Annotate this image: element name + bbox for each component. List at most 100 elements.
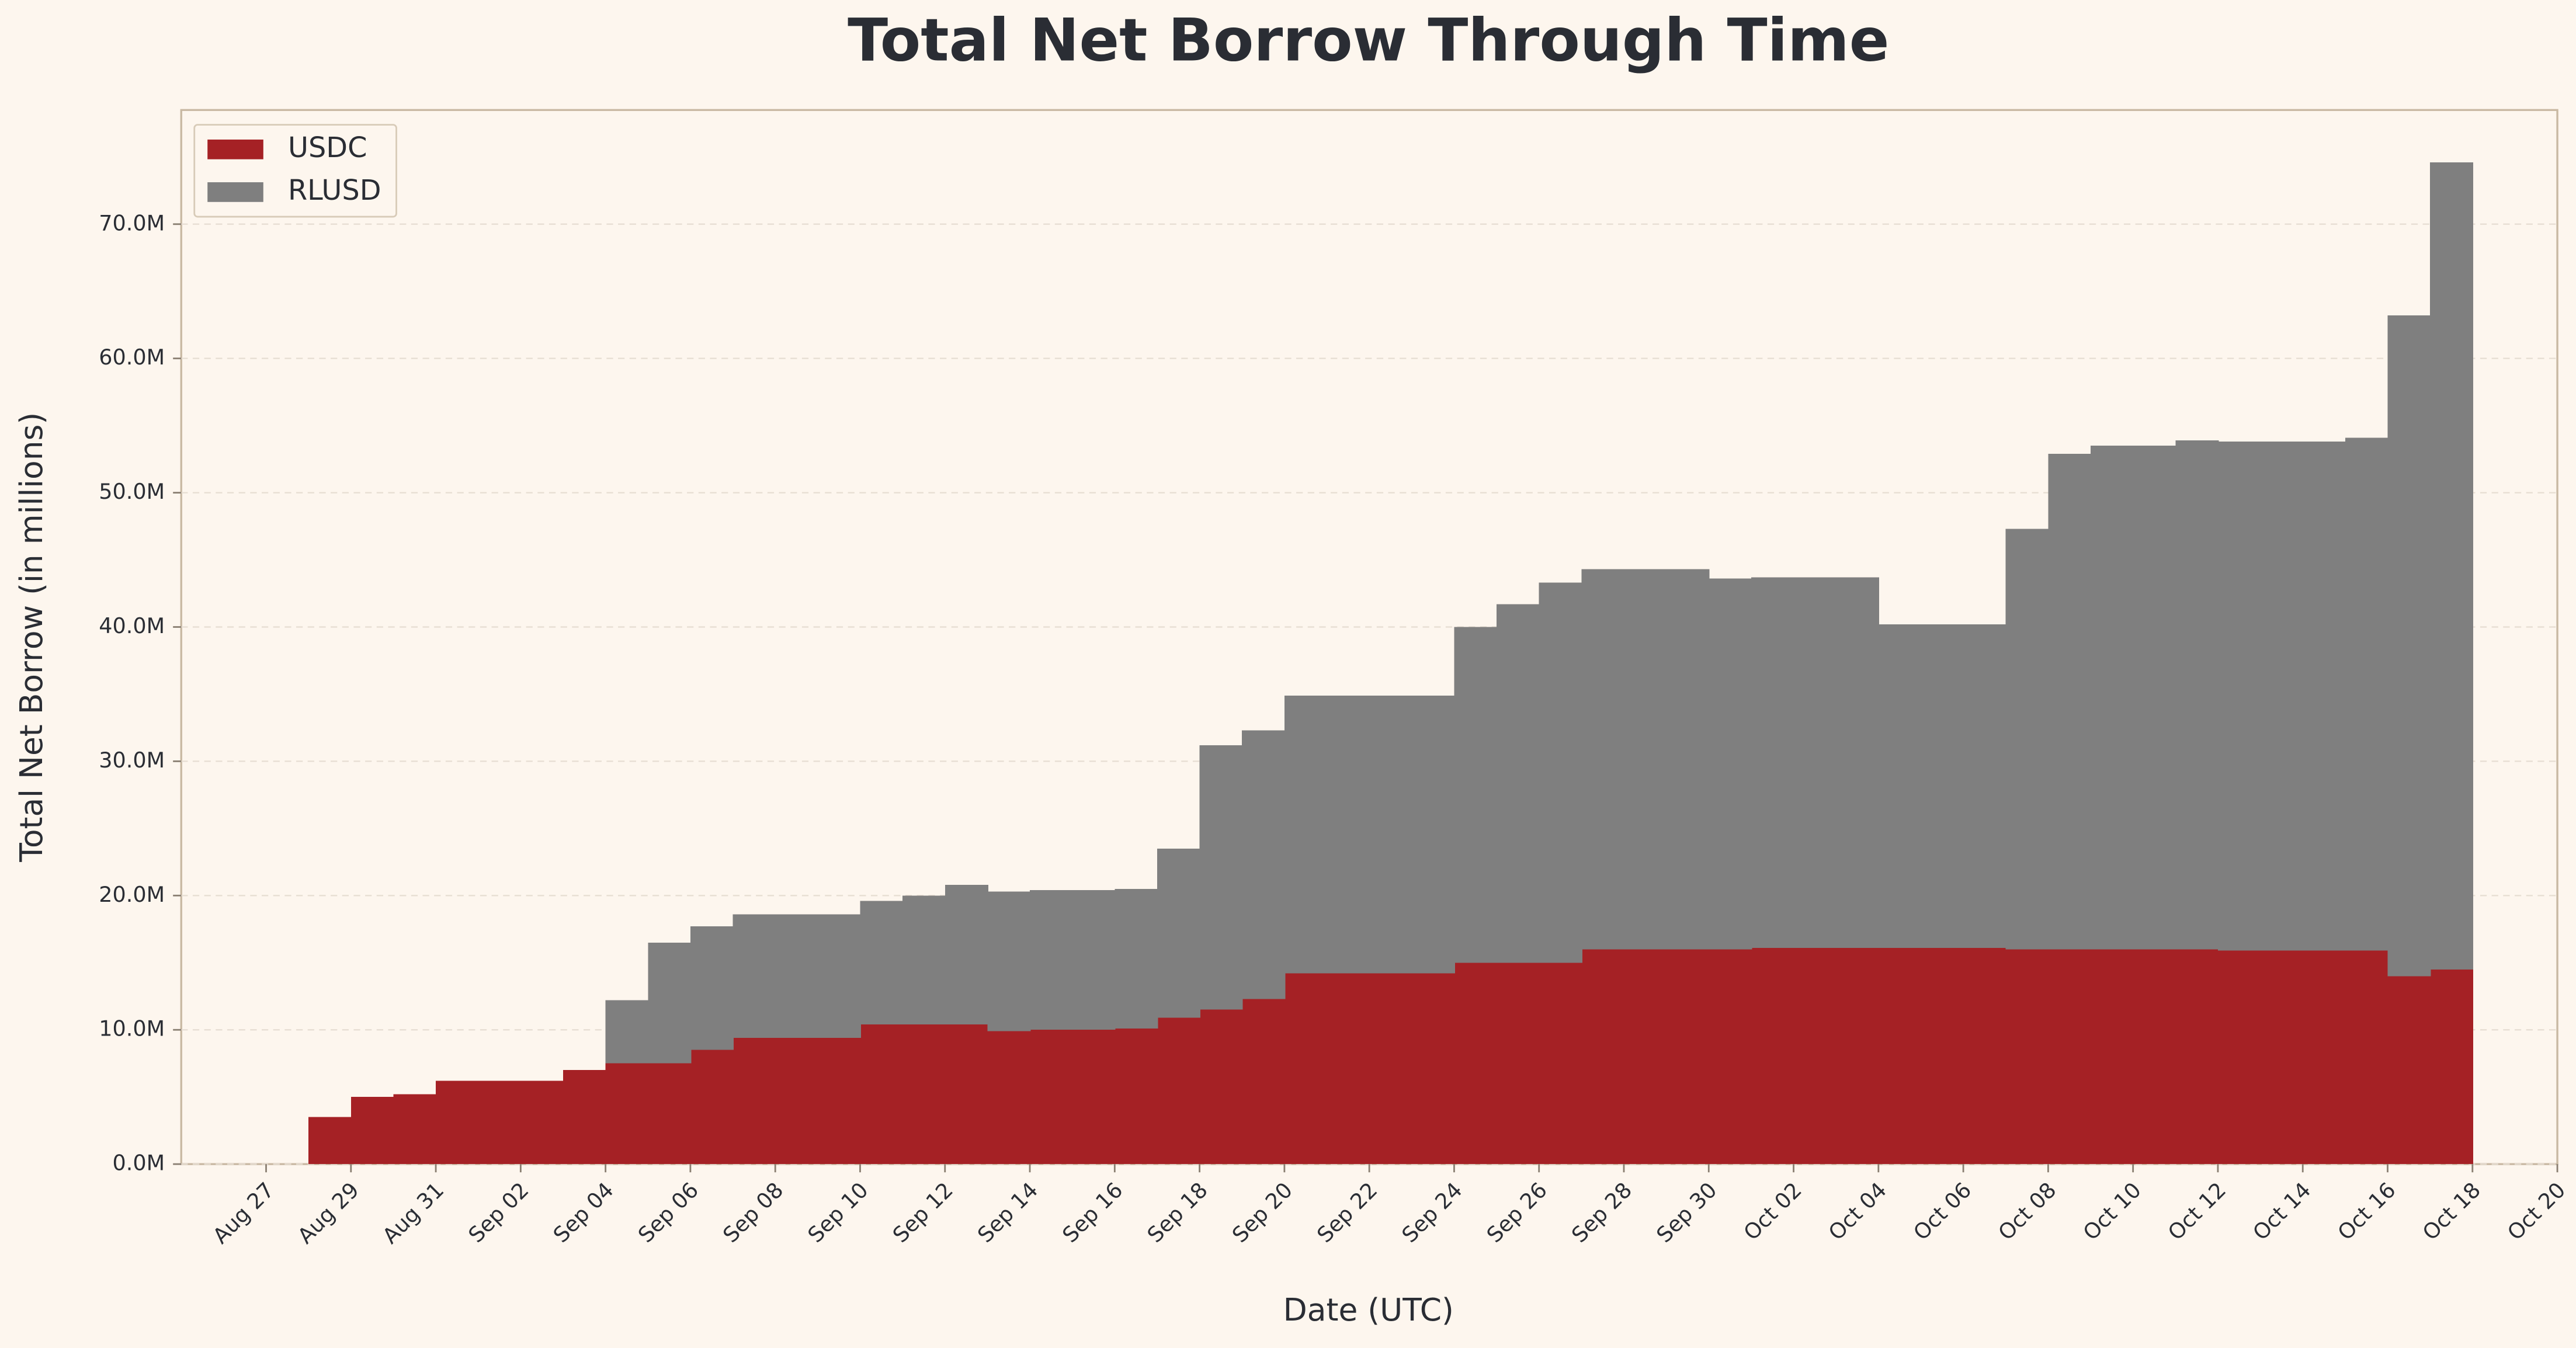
area-step bbox=[1921, 947, 1964, 1165]
area-step bbox=[1411, 973, 1455, 1165]
area-step bbox=[1666, 949, 1710, 1165]
area-step bbox=[1963, 624, 2007, 948]
area-step bbox=[2005, 949, 2049, 1165]
area-step bbox=[1878, 624, 1922, 948]
area-step bbox=[1030, 890, 1074, 1030]
area-step bbox=[2048, 949, 2092, 1165]
area-step bbox=[350, 1097, 394, 1165]
area-step bbox=[2091, 949, 2134, 1165]
area-step bbox=[1878, 947, 1922, 1165]
area-step bbox=[2387, 976, 2431, 1165]
area-step bbox=[1497, 604, 1540, 963]
area-step bbox=[2048, 453, 2092, 950]
area-step bbox=[1836, 577, 1880, 948]
area-step bbox=[1030, 1030, 1074, 1165]
area-step bbox=[1623, 569, 1668, 950]
y-tick-label: 0.0M bbox=[113, 1151, 165, 1176]
area-step bbox=[732, 914, 776, 1038]
legend-swatch bbox=[207, 139, 263, 159]
area-step bbox=[2005, 529, 2049, 950]
area-step bbox=[1199, 1009, 1243, 1165]
area-step bbox=[1623, 949, 1668, 1165]
area-step bbox=[1751, 577, 1794, 948]
area-step bbox=[1157, 1017, 1201, 1165]
area-step bbox=[1497, 963, 1540, 1165]
y-tick-label: 70.0M bbox=[99, 210, 165, 235]
area-step bbox=[690, 926, 734, 1050]
area-step bbox=[2175, 949, 2219, 1165]
area-step bbox=[2133, 446, 2176, 950]
area-step bbox=[2091, 446, 2134, 950]
area-step bbox=[902, 1024, 946, 1165]
area-step bbox=[1411, 695, 1455, 974]
area-step bbox=[2175, 440, 2219, 950]
area-step bbox=[1284, 695, 1328, 974]
area-step bbox=[1963, 947, 2007, 1165]
area-step bbox=[1327, 973, 1370, 1165]
legend-label: USDC bbox=[288, 132, 367, 164]
area-step bbox=[1072, 890, 1116, 1030]
y-axis-label: Total Net Borrow (in millions) bbox=[13, 412, 50, 863]
area-step bbox=[2303, 442, 2346, 951]
area-step bbox=[1242, 999, 1286, 1165]
y-tick-label: 10.0M bbox=[99, 1016, 165, 1041]
area-step bbox=[605, 1000, 649, 1064]
legend-label: RLUSD bbox=[288, 175, 381, 207]
area-step bbox=[605, 1063, 649, 1165]
area-step bbox=[1369, 695, 1413, 974]
area-step bbox=[436, 1081, 480, 1165]
area-step bbox=[1793, 577, 1837, 948]
area-step bbox=[1793, 947, 1837, 1165]
area-step bbox=[1242, 730, 1286, 999]
area-step bbox=[1666, 569, 1710, 950]
area-step bbox=[945, 884, 988, 1025]
area-step bbox=[478, 1081, 522, 1165]
area-step bbox=[1751, 947, 1794, 1165]
area-step bbox=[308, 1117, 352, 1165]
area-step bbox=[1539, 582, 1582, 963]
area-step bbox=[1157, 848, 1201, 1018]
area-step bbox=[2217, 442, 2261, 951]
area-step bbox=[1709, 578, 1752, 950]
area-step bbox=[1539, 963, 1582, 1165]
area-step bbox=[393, 1094, 437, 1165]
area-step bbox=[1115, 1028, 1158, 1165]
area-step bbox=[2430, 969, 2474, 1165]
area-step bbox=[2260, 950, 2304, 1165]
area-step bbox=[1327, 695, 1370, 974]
area-step bbox=[648, 942, 692, 1064]
y-tick-label: 20.0M bbox=[99, 882, 165, 907]
area-step bbox=[860, 1024, 904, 1165]
area-step bbox=[2303, 950, 2346, 1165]
area-step bbox=[2387, 315, 2431, 977]
area-step bbox=[775, 914, 819, 1038]
area-step bbox=[1454, 963, 1498, 1165]
area-step bbox=[1284, 973, 1328, 1165]
area-step bbox=[817, 1038, 861, 1165]
legend: USDC RLUSD bbox=[193, 124, 397, 218]
area-step bbox=[1199, 745, 1243, 1010]
area-step bbox=[1836, 947, 1880, 1165]
area-step bbox=[2345, 950, 2388, 1165]
area-step bbox=[817, 914, 861, 1038]
area-step bbox=[1921, 624, 1964, 948]
area-step bbox=[1581, 569, 1625, 950]
area-step bbox=[2345, 437, 2388, 951]
y-tick-label: 30.0M bbox=[99, 748, 165, 773]
area-step bbox=[732, 1038, 776, 1165]
area-step bbox=[2430, 162, 2474, 970]
area-step bbox=[902, 895, 946, 1025]
area-step bbox=[945, 1024, 988, 1165]
area-step bbox=[1581, 949, 1625, 1165]
x-axis-label: Date (UTC) bbox=[1283, 1291, 1454, 1328]
area-step bbox=[1709, 949, 1752, 1165]
area-step bbox=[2260, 442, 2304, 951]
area-step bbox=[1115, 888, 1158, 1029]
area-step bbox=[987, 891, 1031, 1031]
area-step bbox=[648, 1063, 692, 1165]
area-step bbox=[1454, 627, 1498, 963]
legend-swatch bbox=[207, 182, 263, 202]
y-tick-label: 50.0M bbox=[99, 479, 165, 504]
area-step bbox=[563, 1070, 607, 1165]
area-step bbox=[2217, 950, 2261, 1165]
